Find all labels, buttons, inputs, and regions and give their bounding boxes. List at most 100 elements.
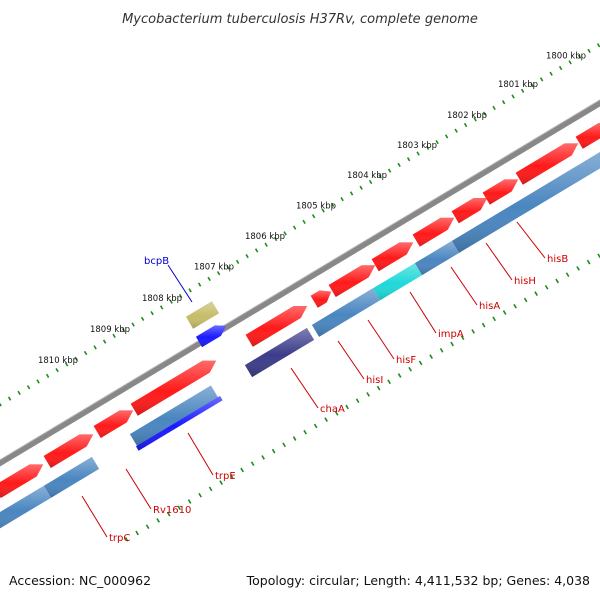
tick-mark <box>150 311 154 316</box>
gene-label-hisa[interactable]: hisA <box>479 301 500 312</box>
gene-label-hisi[interactable]: hisI <box>366 375 383 386</box>
tick-mark <box>544 284 549 290</box>
tick-mark <box>178 293 183 299</box>
tick-mark <box>229 473 234 479</box>
leader-line-hisf <box>367 319 395 360</box>
gene-label-trpe[interactable]: trpE <box>215 471 236 482</box>
tick-mark <box>208 486 213 492</box>
gene-label-bcpb[interactable]: bcpB <box>144 256 169 267</box>
tick-mark <box>216 271 221 276</box>
tick-mark <box>444 134 449 139</box>
tick-mark <box>166 511 171 517</box>
tick-mark <box>302 219 306 225</box>
cds-arrow-shading <box>310 290 332 308</box>
tick-mark <box>406 157 411 162</box>
tick-mark <box>311 214 316 219</box>
tick-mark <box>145 524 150 530</box>
tick-mark <box>366 392 370 397</box>
cds-arrow-shading <box>575 123 600 149</box>
tick-mark <box>397 162 401 168</box>
tick-mark <box>454 128 458 133</box>
tick-mark <box>463 122 468 128</box>
gene-label-trpc[interactable]: trpC <box>109 533 130 544</box>
gene-label-impa[interactable]: impA <box>438 329 464 340</box>
tick-mark <box>140 316 145 321</box>
tick-mark <box>226 265 230 270</box>
feature-layer <box>0 123 600 529</box>
tick-label: 1803 kbp <box>397 141 437 151</box>
tick-mark <box>460 335 465 341</box>
gene-block-hisH-hisB-shading <box>451 152 600 253</box>
tick-mark <box>74 356 78 361</box>
tick-mark <box>435 140 439 145</box>
tick-mark <box>587 48 591 54</box>
tick-mark <box>313 423 318 429</box>
gene-block-hisI-hisF-shading <box>311 288 381 337</box>
leader-line-chaa <box>290 367 319 409</box>
tick-mark <box>93 345 97 350</box>
tick-mark <box>245 254 249 259</box>
tick-mark <box>55 368 59 373</box>
cds-arrow-shading <box>93 410 134 438</box>
tick-mark <box>482 111 487 116</box>
tick-mark <box>45 373 50 378</box>
tick-mark <box>586 259 591 265</box>
tick-mark <box>271 448 276 454</box>
tick-mark <box>124 536 129 542</box>
gene-labels: bcpB hisB hisH hisA impA hisF hisI chaA trpE Rv16… <box>81 221 568 544</box>
tick-label: 1801 kbp <box>498 80 538 90</box>
accession-text: Accession: NC_000962 <box>9 573 152 588</box>
gene-label-hisf[interactable]: hisF <box>396 355 416 366</box>
tick-mark <box>0 402 2 407</box>
tick-mark <box>36 379 40 384</box>
leader-line-rv1610 <box>125 468 152 510</box>
tick-mark <box>159 305 164 310</box>
tick-label: 1806 kbp <box>245 232 285 242</box>
leader-line-hisb <box>516 221 546 259</box>
tick-mark <box>539 77 544 82</box>
gene-label-hisb[interactable]: hisB <box>547 254 568 265</box>
tick-mark <box>520 88 525 93</box>
tick-mark <box>425 145 430 150</box>
tick-mark <box>264 242 268 247</box>
tick-mark <box>83 350 88 356</box>
gene-label-chaa[interactable]: chaA <box>320 404 345 415</box>
tick-mark <box>355 398 360 404</box>
cds-arrow-shading <box>482 179 519 205</box>
cds-arrow-shading <box>328 265 376 297</box>
tick-mark <box>596 43 600 48</box>
gene-label-rv1610[interactable]: Rv1610 <box>153 505 191 516</box>
tick-mark <box>292 225 297 230</box>
tick-mark <box>17 390 21 396</box>
gene-strip-blue-shading <box>136 396 223 451</box>
leader-line-trpc <box>81 495 108 538</box>
tick-mark <box>387 168 392 173</box>
gene-label-hish[interactable]: hisH <box>514 276 536 287</box>
tick-label: 1805 kbp <box>296 201 336 211</box>
tick-mark <box>283 231 287 236</box>
genome-backbone <box>0 99 600 467</box>
tick-mark <box>530 83 534 88</box>
tick-mark <box>121 328 126 333</box>
tick-mark <box>345 404 349 410</box>
tick-mark <box>397 373 402 378</box>
tick-mark <box>334 410 339 416</box>
tick-mark <box>523 297 528 303</box>
leader-line-hisi <box>337 340 365 380</box>
tick-mark <box>187 499 192 504</box>
tick-mark <box>261 455 265 460</box>
tick-mark <box>378 174 382 179</box>
tick-label: 1810 kbp <box>38 356 78 366</box>
genome-summary-text: Topology: circular; Length: 4,411,532 bp… <box>246 573 590 588</box>
tick-mark <box>177 505 181 511</box>
tick-mark <box>349 191 354 196</box>
tick-mark <box>502 310 507 315</box>
tick-mark <box>408 366 412 372</box>
tick-label: 1800 kbp <box>546 51 586 61</box>
cds-arrow-shading <box>412 217 455 247</box>
tick-label: 1802 kbp <box>447 111 487 121</box>
leader-line-trpe <box>187 432 214 476</box>
gene-arrow-bcpB-shading <box>195 325 226 348</box>
tick-mark <box>439 347 444 353</box>
cds-arrow-shading <box>0 464 44 498</box>
